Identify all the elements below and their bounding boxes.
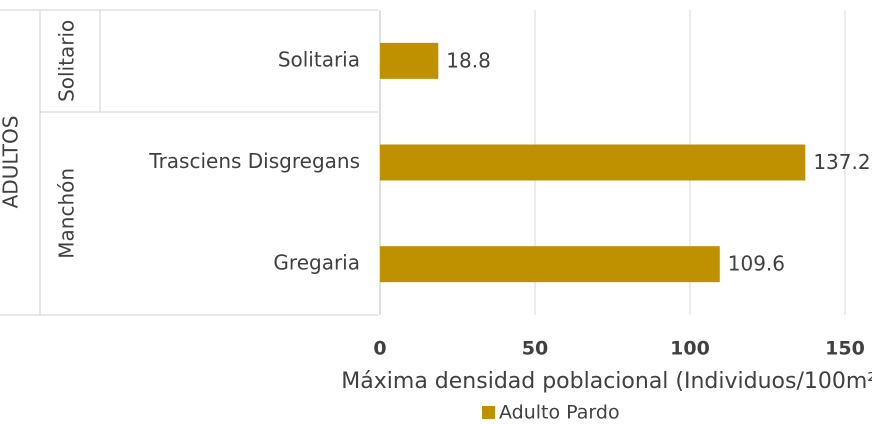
x-tick-label: 150: [825, 338, 865, 360]
x-tick-label: 100: [670, 338, 710, 360]
y-tick-label: Gregaria: [273, 251, 360, 275]
outer-group-label: ADULTOS: [0, 116, 23, 209]
x-tick-label: 50: [522, 338, 548, 360]
y-tick-label: Trasciens Disgregans: [148, 149, 360, 173]
data-label: 137.2: [813, 150, 870, 174]
legend-swatch: [482, 406, 495, 419]
data-label: 18.8: [446, 48, 491, 72]
y-tick-label: Solitaria: [278, 47, 360, 71]
bar: [380, 246, 720, 283]
x-tick-label: 0: [373, 338, 386, 360]
group-label: Manchón: [55, 168, 79, 259]
x-axis-title: Máxima densidad poblacional (Individuos/…: [341, 369, 872, 394]
group-label: Solitario: [55, 20, 79, 102]
bar: [380, 144, 806, 181]
legend-label: Adulto Pardo: [499, 402, 620, 424]
data-label: 109.6: [728, 252, 785, 276]
bar: [380, 42, 439, 79]
